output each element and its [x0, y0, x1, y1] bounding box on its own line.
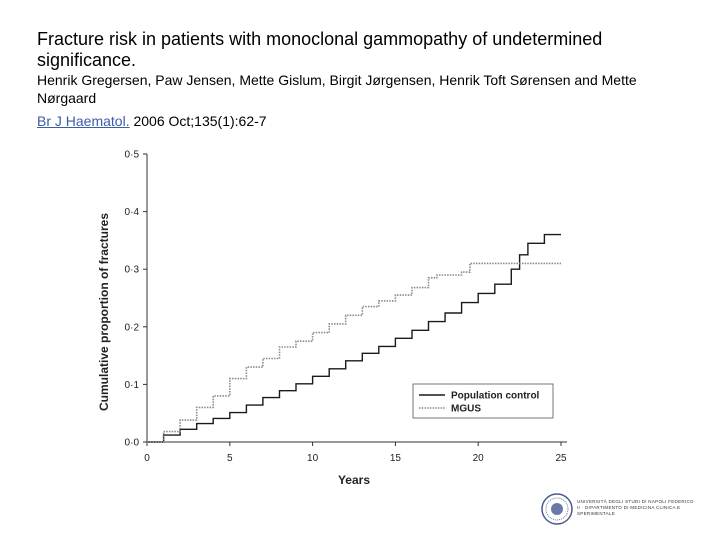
legend-label: Population control	[451, 391, 540, 402]
y-tick-label: 0·3	[125, 265, 140, 276]
chart-legend: Population control MGUS	[412, 383, 554, 419]
citation-details: 2006 Oct;135(1):62-7	[129, 113, 267, 129]
y-tick-label: 0·4	[125, 207, 140, 218]
legend-box	[412, 383, 554, 419]
legend-label: MGUS	[451, 404, 481, 415]
chart-series	[147, 233, 561, 443]
y-tick-label: 0·0	[125, 438, 140, 449]
journal-link[interactable]: Br J Haematol.	[37, 113, 130, 129]
x-tick-label: 0	[144, 453, 150, 464]
y-tick-label: 0·2	[125, 322, 140, 333]
y-tick-label: 0·5	[125, 150, 140, 161]
chart-axes: 0·0 0·1 0·2 0·3 0·4 0·5 0 5 10 15 20 25 Years Cumulat…	[97, 150, 567, 487]
authors-text: Henrik Gregersen, Paw Jensen, Mette Gisl…	[37, 72, 637, 106]
y-tick-label: 0·1	[125, 380, 140, 391]
x-tick-label: 5	[227, 453, 233, 464]
citation: Br J Haematol. 2006 Oct;135(1):62-7	[37, 112, 267, 130]
x-tick-label: 25	[555, 453, 567, 464]
y-axis-label: Cumulative proportion of fractures	[97, 213, 111, 411]
x-tick-label: 20	[473, 453, 485, 464]
x-tick-label: 10	[307, 453, 319, 464]
x-axis-label: Years	[338, 473, 370, 487]
fracture-chart: 0·0 0·1 0·2 0·3 0·4 0·5 0 5 10 15 20 25 Years Cumulat…	[97, 150, 567, 487]
x-tick-label: 15	[390, 453, 402, 464]
university-caption: UNIVERSITÀ DEGLI STUDI DI NAPOLI FEDERIC…	[577, 499, 694, 516]
university-seal-icon	[541, 493, 573, 525]
series-line-population-control	[147, 233, 561, 443]
page-title: Fracture risk in patients with monoclona…	[37, 29, 603, 70]
